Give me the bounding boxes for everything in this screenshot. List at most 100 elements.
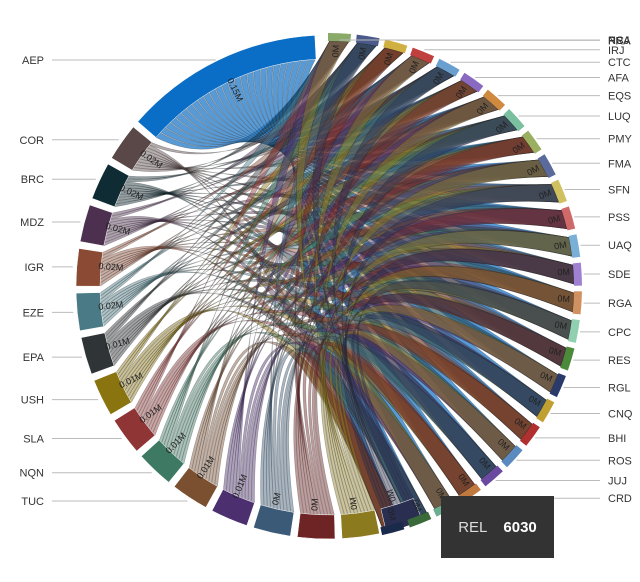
source-arc[interactable] — [75, 248, 103, 287]
target-name-label: SFN — [608, 184, 630, 196]
target-value-label: 0M — [554, 319, 568, 331]
ribbon[interactable] — [235, 40, 350, 498]
target-arc[interactable] — [519, 422, 540, 446]
ribbon[interactable] — [356, 279, 573, 500]
target-name-label: RES — [608, 355, 631, 367]
ribbon[interactable] — [100, 269, 516, 461]
ribbon[interactable] — [214, 184, 560, 487]
ribbon[interactable] — [241, 327, 516, 500]
target-arc[interactable] — [410, 47, 435, 64]
source-arc[interactable] — [140, 439, 185, 483]
ribbon[interactable] — [109, 42, 377, 220]
source-arc[interactable] — [173, 467, 218, 508]
source-arc[interactable] — [113, 407, 156, 452]
ribbon[interactable] — [155, 40, 350, 150]
ribbon[interactable] — [99, 96, 499, 297]
target-value-label: 0M — [537, 187, 552, 201]
target-arc[interactable] — [521, 130, 542, 154]
source-value-label: 0M — [270, 492, 283, 506]
ribbon[interactable] — [131, 42, 377, 172]
source-value-label: 0.02M — [98, 299, 124, 311]
target-arc[interactable] — [550, 179, 567, 204]
target-arc[interactable] — [536, 398, 555, 423]
target-name-label: PMY — [608, 134, 633, 146]
ribbon[interactable] — [328, 329, 516, 513]
source-arc[interactable] — [137, 35, 317, 138]
ribbon[interactable] — [126, 55, 430, 180]
target-arc[interactable] — [503, 108, 525, 132]
source-arc[interactable] — [211, 489, 255, 526]
source-arc[interactable] — [297, 513, 336, 540]
target-arc[interactable] — [572, 262, 582, 286]
ribbon[interactable] — [125, 40, 350, 183]
ribbon[interactable] — [111, 159, 549, 364]
target-arc[interactable] — [460, 72, 484, 93]
ribbon[interactable] — [140, 40, 350, 420]
target-value-label: 0M — [410, 498, 424, 513]
target-arc[interactable] — [407, 511, 432, 528]
target-arc[interactable] — [383, 39, 408, 54]
ribbon[interactable] — [296, 40, 362, 514]
ribbon[interactable] — [101, 80, 478, 257]
ribbon[interactable] — [263, 184, 560, 508]
target-value-label: 0M — [539, 370, 554, 384]
ribbon[interactable] — [122, 184, 516, 461]
ribbon[interactable] — [106, 219, 573, 340]
ribbon[interactable] — [99, 184, 560, 280]
target-arc[interactable] — [549, 373, 566, 398]
source-name-label: NQN — [20, 468, 45, 480]
target-arc[interactable] — [560, 346, 575, 371]
source-arc[interactable] — [253, 504, 295, 537]
target-name-label: IRJ — [608, 45, 625, 57]
target-arc[interactable] — [480, 465, 503, 487]
target-name-label: CNQ — [608, 408, 633, 420]
target-arc[interactable] — [328, 33, 352, 43]
ribbon[interactable] — [102, 80, 478, 328]
ribbon[interactable] — [99, 55, 430, 300]
ribbon[interactable] — [100, 40, 350, 304]
target-value-label: 0M — [557, 267, 570, 278]
target-arc[interactable] — [380, 521, 405, 536]
target-arc[interactable] — [501, 445, 523, 468]
source-arc[interactable] — [79, 204, 113, 247]
target-arc[interactable] — [572, 291, 582, 315]
ribbon[interactable] — [134, 159, 549, 412]
ribbon[interactable] — [104, 159, 549, 240]
ribbon[interactable] — [197, 47, 404, 477]
ribbon[interactable] — [149, 47, 404, 155]
target-arc[interactable] — [567, 319, 580, 343]
ribbon[interactable] — [127, 184, 560, 401]
target-value-label: 0M — [407, 60, 421, 75]
target-arc[interactable] — [568, 234, 581, 258]
ribbon[interactable] — [137, 158, 560, 203]
ribbon[interactable] — [101, 47, 404, 260]
ribbon[interactable] — [121, 305, 476, 496]
target-arc[interactable] — [537, 154, 556, 179]
ribbon[interactable] — [144, 309, 516, 461]
ribbon[interactable] — [323, 159, 549, 515]
target-arc[interactable] — [482, 89, 506, 111]
target-arc[interactable] — [561, 206, 576, 231]
ribbon[interactable] — [283, 280, 573, 513]
ribbon[interactable] — [181, 159, 549, 465]
source-arc[interactable] — [111, 126, 153, 171]
source-arc[interactable] — [75, 292, 104, 332]
target-name-label: SDE — [608, 269, 631, 281]
source-arc[interactable] — [80, 332, 115, 375]
target-name-label: BHI — [608, 433, 626, 445]
target-name-label: CTC — [608, 57, 631, 69]
ribbon[interactable] — [109, 260, 573, 357]
ribbon[interactable] — [158, 184, 560, 444]
target-arc[interactable] — [435, 58, 460, 77]
tooltip-label: REL — [458, 518, 488, 536]
ribbon[interactable] — [176, 275, 573, 460]
source-arc[interactable] — [93, 371, 132, 415]
target-value-label: 0M — [548, 345, 563, 358]
ribbon[interactable] — [332, 66, 455, 506]
ribbon[interactable] — [320, 280, 573, 515]
source-arc[interactable] — [91, 163, 130, 208]
source-arc[interactable] — [340, 509, 380, 539]
ribbon[interactable] — [345, 184, 560, 508]
ribbon[interactable] — [226, 159, 549, 493]
source-name-label: EPA — [23, 352, 45, 364]
